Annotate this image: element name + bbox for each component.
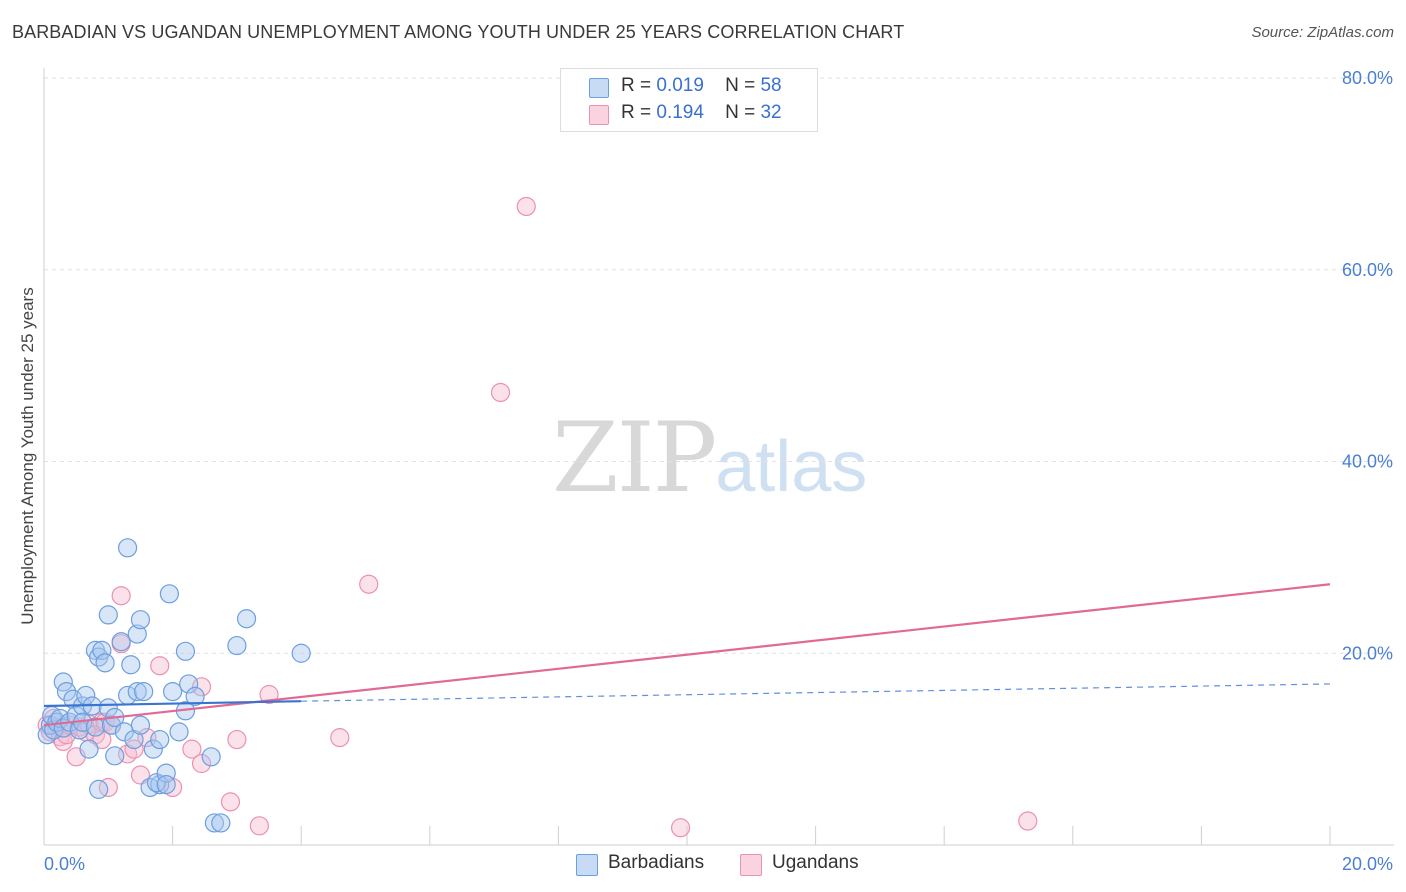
legend-n-value: 32 <box>760 102 782 123</box>
chart-title: BARBADIAN VS UGANDAN UNEMPLOYMENT AMONG … <box>12 22 905 42</box>
ugandans-point <box>249 816 270 836</box>
barbadians-point <box>111 632 131 652</box>
barbadians-point <box>236 609 257 629</box>
ugandans-points <box>37 196 1038 838</box>
barbadians-point <box>156 763 176 783</box>
barbadians-trend-line-extension <box>301 683 1331 702</box>
y-tick-label: 60.0% <box>1342 260 1393 280</box>
barbadians-point <box>163 681 183 702</box>
tick-labels: 20.0% 40.0% 60.0% 80.0% 0.0% 20.0% <box>44 68 1393 874</box>
ugandans-point <box>330 728 350 748</box>
barbadians-point <box>105 746 125 766</box>
barbadians-point <box>150 774 170 795</box>
barbadians-point <box>92 640 112 660</box>
barbadians-point <box>124 729 144 750</box>
barbadians-point <box>98 605 118 625</box>
barbadians-point <box>159 584 179 604</box>
barbadians-point <box>175 641 196 661</box>
legend-n-label: N = <box>725 102 756 123</box>
ugandans-point <box>98 777 118 798</box>
legend-n-label: N = <box>725 75 756 96</box>
trend-lines <box>43 583 1331 727</box>
legend-swatch-barbadians <box>589 78 609 98</box>
barbadians-point <box>63 689 83 709</box>
barbadians-point <box>89 779 109 799</box>
ugandans-point <box>1018 811 1038 831</box>
ugandans-point <box>220 792 241 812</box>
ugandans-point <box>111 586 131 606</box>
barbadians-point <box>130 610 151 630</box>
y-tick-label: 80.0% <box>1342 68 1393 88</box>
barbadians-point <box>95 653 115 673</box>
watermark-atlas: atlas <box>715 427 868 507</box>
series-legend: Barbadians Ugandans <box>0 852 1406 878</box>
barbadians-point <box>204 813 224 833</box>
ugandans-point <box>150 656 170 676</box>
x-tick-label: 20.0% <box>1342 854 1393 874</box>
barbadians-point <box>114 722 134 742</box>
x-tick-label: 0.0% <box>44 854 85 874</box>
legend-swatch-ugandans <box>589 105 609 125</box>
legend-r-value: 0.194 <box>656 102 704 123</box>
y-tick-label: 40.0% <box>1342 452 1393 472</box>
legend-label-barbadians: Barbadians <box>608 852 705 873</box>
barbadians-point <box>56 681 77 702</box>
barbadians-point <box>227 635 247 656</box>
ugandans-point <box>182 739 202 759</box>
ugandans-point <box>191 753 212 774</box>
watermark: ZIPatlas <box>552 402 867 514</box>
barbadians-point <box>143 739 163 759</box>
legend-r-label: R = <box>621 75 652 96</box>
legend-swatch-ugandans <box>740 854 762 876</box>
barbadians-point <box>211 813 231 833</box>
ugandans-point <box>516 196 536 217</box>
gridlines <box>44 77 1394 654</box>
barbadians-point <box>130 715 151 735</box>
barbadians-point <box>291 643 311 663</box>
watermark-zip: ZIP <box>552 402 717 514</box>
barbadians-point <box>85 717 106 737</box>
barbadians-point <box>150 729 170 750</box>
axes <box>43 68 1394 846</box>
barbadians-trend-line <box>43 700 302 708</box>
barbadians-point <box>79 739 99 759</box>
correlation-legend: R = 0.019 N = 58 R = 0.194 N = 32 <box>560 68 818 132</box>
source-label: Source: ZipAtlas.com <box>1251 24 1394 41</box>
barbadians-point <box>156 774 176 795</box>
barbadians-point <box>127 681 147 702</box>
barbadians-point <box>185 686 205 706</box>
legend-r-value: 0.019 <box>656 75 704 96</box>
barbadians-point <box>134 681 154 702</box>
legend-n-value: 58 <box>760 75 782 96</box>
y-tick-label: 20.0% <box>1342 643 1393 663</box>
ugandans-point <box>490 382 511 403</box>
legend-r-label: R = <box>621 102 652 123</box>
ugandans-point <box>670 818 691 838</box>
barbadians-point <box>146 773 167 793</box>
barbadians-point <box>121 655 141 675</box>
legend-swatch-barbadians <box>576 854 598 876</box>
barbadians-point <box>179 674 199 694</box>
legend-label-ugandans: Ugandans <box>772 852 859 873</box>
barbadians-point <box>201 747 221 767</box>
barbadians-point <box>169 722 189 742</box>
barbadians-point <box>117 538 138 558</box>
ugandans-point <box>227 729 247 750</box>
barbadians-point <box>127 624 147 644</box>
ugandans-point <box>359 574 379 594</box>
